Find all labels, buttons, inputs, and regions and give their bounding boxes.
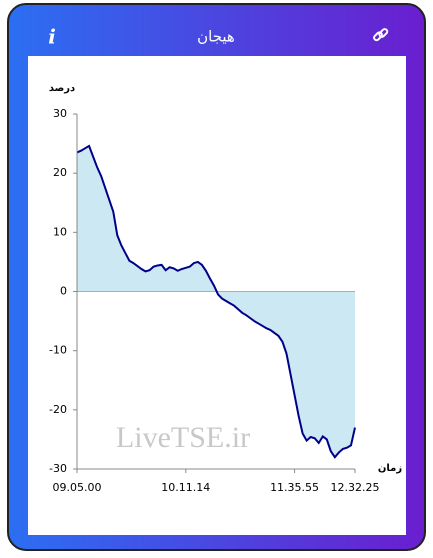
- y-tick-label: -10: [49, 344, 67, 357]
- y-tick-label: -20: [49, 403, 67, 416]
- y-tick-label: 0: [60, 285, 67, 298]
- y-axis-label: درصد: [49, 83, 75, 94]
- y-tick-label: 20: [53, 166, 67, 179]
- watermark: LiveTSE.ir: [116, 421, 250, 454]
- area: [77, 145, 355, 458]
- link-button[interactable]: [373, 28, 389, 42]
- plot: درصد زمان -30 -20 -10 0 10 20 30 09.05.00 10.11.14…: [49, 83, 403, 494]
- header-title: هیجان: [197, 28, 235, 46]
- x-axis-label: زمان: [378, 463, 402, 474]
- x-tick-label: 11.35.55: [270, 481, 319, 494]
- y-tick-label: -30: [49, 462, 67, 475]
- y-tick-label: 30: [53, 107, 67, 120]
- x-tick-label: 09.05.00: [53, 481, 102, 494]
- x-tick-label: 10.11.14: [161, 481, 210, 494]
- y-tick-label: 10: [53, 225, 67, 238]
- info-button[interactable]: i: [48, 25, 56, 49]
- x-tick-label: 12.32.25: [331, 481, 380, 494]
- line: [76, 144, 356, 459]
